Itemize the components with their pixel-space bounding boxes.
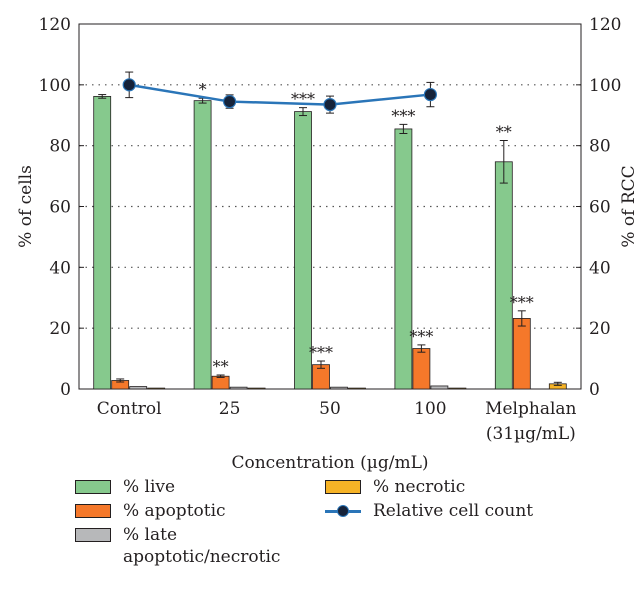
rcc-point [323, 98, 337, 112]
legend-item-rcc: Relative cell count [325, 500, 533, 522]
y-tick-label-left: 40 [49, 258, 71, 278]
legend-swatch-live [75, 480, 111, 494]
legend-item-apoptotic: % apoptotic [75, 500, 226, 522]
y-tick-label-left: 80 [49, 137, 71, 157]
significance-label: *** [409, 327, 433, 346]
legend-item-necrotic: % necrotic [325, 476, 465, 498]
y-tick-label-right: 20 [589, 319, 611, 339]
bar-3-1 [247, 387, 266, 390]
y-tick-label-right: 40 [589, 258, 611, 278]
significance-label: * [199, 80, 207, 99]
legend-label-live: % live [123, 477, 176, 497]
legend-swatch-necrotic [325, 480, 361, 494]
legend-item-late: % late apoptotic/necrotic [75, 524, 280, 568]
legend-swatch-apoptotic [75, 504, 111, 518]
rcc-point [223, 94, 237, 109]
y-tick-label-right: 80 [589, 137, 611, 157]
bar-0-4 [494, 161, 513, 390]
rcc-line [128, 83, 431, 106]
significance-label: ** [496, 122, 512, 141]
y-tick-label-left: 60 [49, 198, 71, 218]
x-tick-label: 100 [414, 399, 446, 419]
bar-2-1 [229, 386, 248, 390]
x-tick-label: Melphalan [485, 399, 576, 419]
y-tick-label-right: 120 [589, 15, 621, 35]
significance-label: ** [213, 357, 229, 376]
bar-3-0 [147, 387, 166, 390]
x-tick-sublabel: (31µg/mL) [486, 424, 576, 444]
legend-label-necrotic: % necrotic [373, 477, 466, 497]
bar-2-2 [330, 386, 348, 390]
x-axis-title: Concentration (µg/mL) [231, 453, 428, 473]
bar-0-0 [93, 95, 112, 390]
legend-label-apoptotic: % apoptotic [123, 501, 226, 521]
y2-axis-title: % of RCC [619, 165, 639, 247]
bar-2-3 [430, 385, 449, 390]
x-tick-label: 25 [219, 399, 241, 419]
significance-label: *** [309, 343, 333, 362]
y-tick-label-left: 0 [60, 380, 71, 400]
rcc-point [122, 78, 136, 92]
legend-item-live: % live [75, 476, 175, 498]
significance-label: *** [291, 90, 315, 109]
significance-label: *** [510, 293, 534, 312]
bar-1-4 [512, 318, 531, 390]
legend-swatch-late [75, 528, 111, 542]
significance-label: *** [391, 106, 415, 125]
legend: % live % apoptotic % late apoptotic/necr… [75, 476, 595, 591]
legend-label-rcc: Relative cell count [373, 501, 534, 521]
x-tick-label: 50 [319, 399, 341, 419]
bar-3-3 [448, 387, 467, 390]
bar-0-1 [193, 100, 212, 390]
legend-label-late: % late apoptotic/necrotic [123, 525, 281, 567]
rcc-point [423, 87, 437, 102]
y-tick-label-left: 20 [49, 319, 71, 339]
bar-3-2 [348, 387, 366, 390]
y-axis-title: % of cells [16, 165, 36, 248]
bar-2-0 [129, 386, 148, 390]
chart: 0 0 20 20 40 40 60 60 80 80 100 100 120 120 % of cells… [16, 15, 639, 473]
legend-line-rcc [325, 500, 361, 522]
y-tick-label-right: 0 [589, 380, 600, 400]
x-tick-label: Control [97, 399, 162, 419]
bar-1-3 [412, 348, 431, 390]
bar-1-1 [211, 375, 230, 390]
y-tick-label-right: 60 [589, 198, 611, 218]
bar-0-3 [394, 128, 413, 390]
y-tick-label-right: 100 [589, 76, 621, 96]
y-tick-label-left: 100 [39, 76, 71, 96]
y-tick-label-left: 120 [39, 15, 71, 35]
